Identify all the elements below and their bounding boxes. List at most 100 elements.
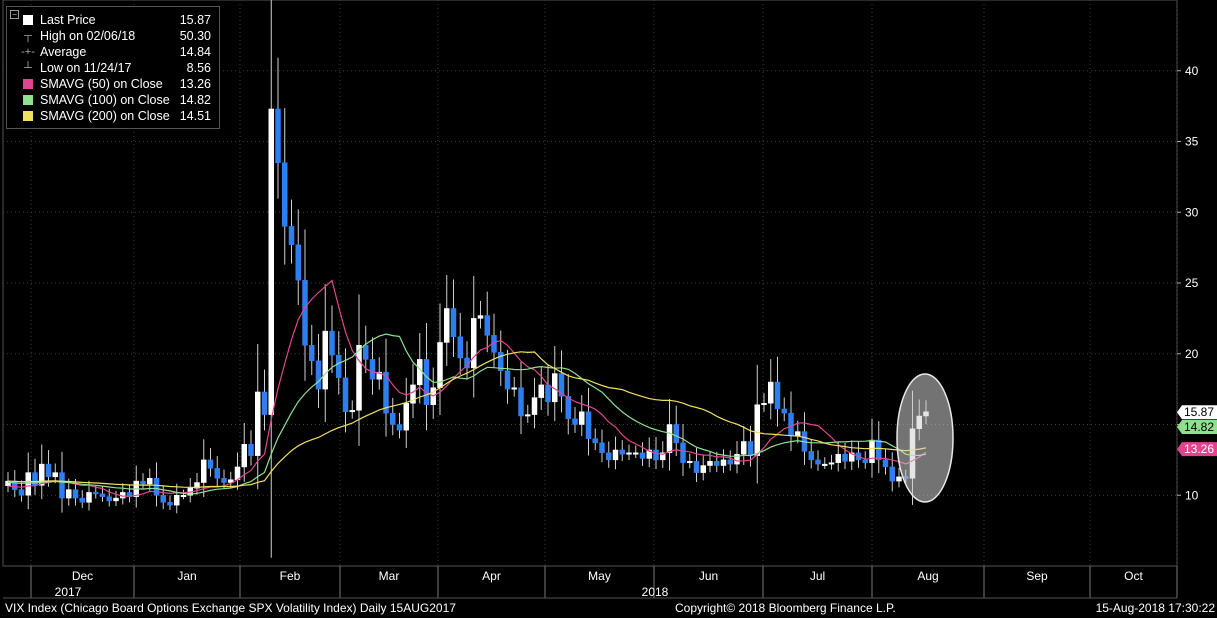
moving-average-lines	[7, 279, 927, 497]
legend-item: Last Price 15.87	[7, 12, 213, 28]
candle-up	[646, 449, 652, 459]
candle-up	[835, 453, 841, 463]
x-year-label: 2017	[55, 585, 82, 599]
footer-timestamp: 15-Aug-2018 17:30:22	[1095, 601, 1215, 615]
candle-down	[693, 461, 700, 473]
candle-down	[93, 492, 99, 495]
candle-down	[781, 408, 787, 414]
x-tick-label: Feb	[280, 569, 301, 583]
candle-up	[707, 461, 713, 466]
candle-down	[882, 459, 889, 468]
candle-down	[673, 424, 679, 444]
x-tick-label: Apr	[482, 569, 501, 583]
y-axis: 10152025303540	[1177, 64, 1199, 502]
candle-down	[518, 387, 524, 417]
price-tag-label: 14.82	[1184, 420, 1214, 434]
candle-up	[525, 414, 531, 417]
candle-up	[531, 397, 538, 415]
candle-down	[727, 459, 733, 465]
x-tick-label: Aug	[917, 569, 938, 583]
candle-up	[538, 384, 544, 398]
candle-down	[484, 315, 490, 336]
candle-down	[59, 472, 65, 499]
candle-down	[606, 452, 612, 461]
candle-up	[511, 387, 517, 390]
candle-down	[457, 336, 463, 359]
candle-down	[45, 463, 52, 478]
collapse-icon[interactable]: −	[10, 10, 19, 19]
legend: − Last Price 15.87 ┬ High on 02/06/18 50.30-…	[6, 6, 220, 129]
candle-up	[228, 479, 234, 483]
candle-down	[680, 442, 686, 463]
legend-value: 15.87	[179, 13, 211, 27]
candle-up	[741, 441, 747, 455]
legend-item: SMAVG (50) on Close 13.26	[7, 76, 213, 92]
candle-up	[869, 439, 875, 463]
candle-down	[329, 330, 335, 356]
candle-up	[180, 495, 187, 497]
candle-down	[592, 438, 598, 444]
smavg-100-line	[7, 333, 927, 495]
candle-down	[309, 345, 315, 362]
candle-up	[356, 345, 362, 411]
candle-down	[18, 489, 25, 496]
candle-down	[390, 412, 396, 425]
candle-up	[660, 452, 666, 461]
candle-up	[761, 403, 767, 406]
candle-down	[876, 439, 882, 461]
candle-down	[714, 461, 720, 466]
legend-label: Low on 11/24/17	[40, 61, 132, 75]
candle-down	[207, 459, 214, 469]
candle-down	[160, 495, 166, 503]
legend-label: SMAVG (50) on Close	[40, 77, 163, 91]
candle-down	[889, 466, 895, 482]
candle-up	[444, 308, 450, 343]
candle-down	[153, 478, 160, 496]
candle-up	[174, 495, 180, 506]
x-tick-label: Jan	[177, 569, 196, 583]
candle-up	[754, 404, 760, 456]
legend-label: SMAVG (200) on Close	[40, 109, 170, 123]
candle-up	[268, 108, 274, 415]
candle-down	[214, 468, 220, 479]
x-tick-label: Mar	[379, 569, 400, 583]
footer-copyright: Copyright© 2018 Bloomberg Finance L.P.	[675, 601, 896, 615]
candle-down	[862, 459, 868, 463]
candle-down	[504, 370, 511, 390]
legend-value: 14.84	[179, 45, 211, 59]
x-year-label: 2018	[642, 585, 669, 599]
legend-swatch	[23, 15, 33, 25]
candle-down	[79, 497, 85, 503]
candle-up	[39, 463, 45, 486]
candle-down	[342, 377, 349, 413]
candle-down	[545, 384, 551, 403]
price-tag	[1177, 442, 1217, 457]
candle-down	[842, 453, 848, 462]
candle-down	[774, 381, 781, 410]
legend-item: SMAVG (200) on Close 14.51	[7, 108, 213, 124]
candle-down	[747, 441, 754, 456]
y-tick-label: 35	[1185, 135, 1199, 149]
legend-item: SMAVG (100) on Close 14.82	[7, 92, 213, 108]
candle-up	[5, 480, 11, 487]
candle-up	[147, 478, 153, 485]
candle-down	[261, 391, 268, 415]
x-tick-label: Oct	[1124, 569, 1143, 583]
candle-down	[99, 493, 106, 497]
legend-swatch	[23, 111, 33, 121]
legend-label: Last Price	[40, 13, 96, 27]
candle-down	[315, 360, 322, 390]
footer-security-description: VIX Index (Chicago Board Options Exchang…	[5, 601, 456, 615]
y-tick-label: 25	[1185, 276, 1199, 290]
candle-down	[275, 108, 281, 163]
legend-value: 14.51	[179, 109, 211, 123]
candle-up	[477, 315, 484, 319]
candle-up	[52, 472, 58, 478]
candle-down	[572, 418, 578, 425]
candle-down	[498, 352, 504, 371]
candle-up	[86, 492, 92, 503]
legend-swatch	[23, 79, 33, 89]
candle-up	[612, 449, 619, 461]
x-tick-label: Sep	[1026, 569, 1048, 583]
candle-down	[423, 359, 430, 405]
